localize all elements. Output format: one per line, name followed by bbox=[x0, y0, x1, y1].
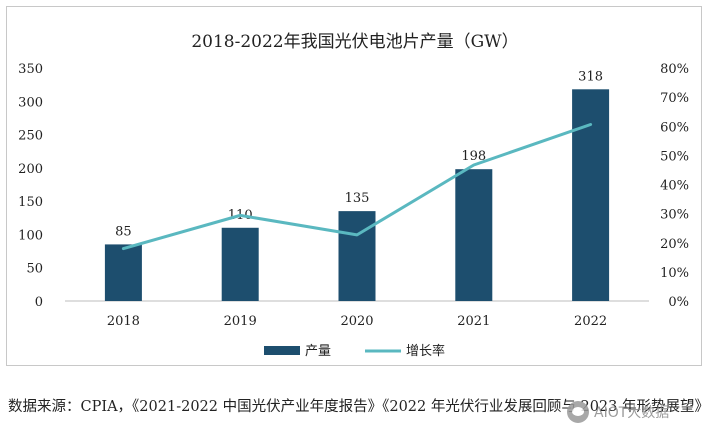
chart: 2018-2022年我国光伏电池片产量（GW） 0 50 100 150 200 250 3… bbox=[18, 32, 689, 359]
right-tick-label: 50% bbox=[660, 149, 689, 164]
bar-data-label: 85 bbox=[115, 224, 132, 239]
left-tick-label: 150 bbox=[18, 195, 43, 210]
legend-bar-label: 产量 bbox=[305, 344, 331, 359]
left-tick-label: 100 bbox=[18, 228, 43, 243]
source-note: 数据来源：CPIA，《2021-2022 中国光伏产业年度报告》《2022 年光… bbox=[8, 399, 709, 415]
legend: 产量 增长率 bbox=[264, 343, 445, 359]
chart-title: 2018-2022年我国光伏电池片产量（GW） bbox=[191, 32, 518, 52]
left-tick-label: 50 bbox=[26, 262, 43, 277]
x-tick-label: 2021 bbox=[457, 314, 490, 329]
bar bbox=[338, 211, 376, 301]
growth-rate-line bbox=[121, 123, 593, 251]
left-axis: 0 50 100 150 200 250 300 350 bbox=[18, 62, 43, 310]
bar bbox=[455, 169, 493, 301]
right-tick-label: 0% bbox=[668, 295, 689, 310]
legend-line-label: 增长率 bbox=[406, 343, 445, 359]
left-tick-label: 350 bbox=[18, 62, 43, 77]
right-tick-label: 60% bbox=[660, 120, 689, 135]
right-tick-label: 30% bbox=[660, 208, 689, 223]
left-tick-label: 200 bbox=[18, 162, 43, 177]
bar bbox=[104, 244, 142, 301]
left-tick-label: 0 bbox=[35, 295, 43, 310]
bar bbox=[572, 89, 610, 301]
x-tick-label: 2018 bbox=[107, 314, 140, 329]
wechat-icon bbox=[567, 401, 589, 423]
x-tick-label: 2020 bbox=[340, 314, 373, 329]
watermark-text: AIOT大数据 bbox=[594, 405, 670, 421]
legend-bar-swatch bbox=[264, 346, 300, 355]
x-tick-label: 2019 bbox=[224, 314, 257, 329]
right-tick-label: 10% bbox=[660, 266, 689, 281]
right-axis: 0% 10% 20% 30% 40% 50% 60% 70% 80% bbox=[660, 62, 689, 310]
chart-frame: 2018-2022年我国光伏电池片产量（GW） 0 50 100 150 200 250 3… bbox=[6, 6, 702, 366]
right-tick-label: 80% bbox=[660, 62, 689, 77]
x-tick-label: 2022 bbox=[574, 314, 607, 329]
left-tick-label: 250 bbox=[18, 129, 43, 144]
bar-data-label: 318 bbox=[578, 69, 603, 84]
bar-data-label: 198 bbox=[461, 149, 486, 164]
bar-series bbox=[104, 89, 610, 301]
right-tick-label: 40% bbox=[660, 179, 689, 194]
right-tick-label: 70% bbox=[660, 91, 689, 106]
bar bbox=[221, 227, 259, 301]
watermark: AIOT大数据 bbox=[567, 400, 669, 424]
right-tick-label: 20% bbox=[660, 237, 689, 252]
left-tick-label: 300 bbox=[18, 95, 43, 110]
x-axis: 2018 2019 2020 2021 2022 bbox=[107, 314, 607, 329]
bar-data-label: 135 bbox=[345, 191, 370, 206]
